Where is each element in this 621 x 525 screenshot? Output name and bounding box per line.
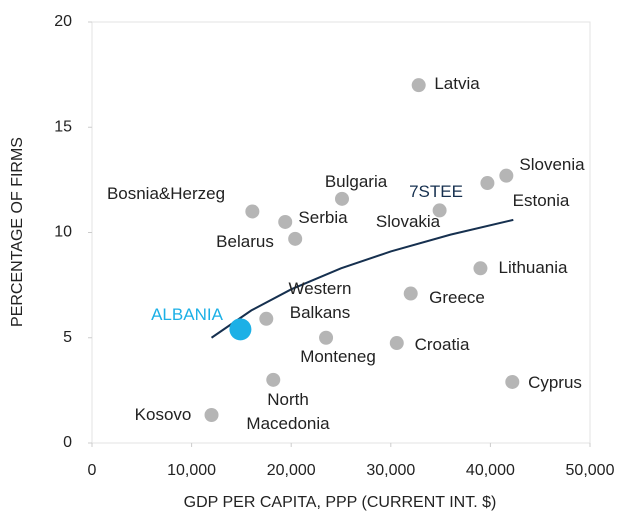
y-tick-label: 0	[63, 434, 72, 451]
point	[278, 214, 293, 229]
point	[288, 231, 303, 246]
point-label: ALBANIA	[151, 305, 223, 324]
point	[259, 311, 274, 326]
point-label: Bosnia&Herzeg	[106, 184, 226, 203]
x-axis-label: GDP PER CAPITA, PPP (CURRENT INT. $)	[184, 494, 497, 511]
x-tick-label: 0	[88, 462, 97, 479]
trend-line	[210, 218, 514, 339]
point	[204, 408, 219, 423]
point-label: Kosovo	[134, 405, 192, 424]
point	[411, 78, 426, 93]
y-tick-label: 5	[63, 329, 72, 346]
point	[266, 372, 281, 387]
y-tick-label: 20	[54, 13, 72, 30]
point-label: North Macedonia	[246, 390, 330, 433]
point	[389, 336, 404, 351]
point-label: Cyprus	[528, 373, 582, 392]
point	[432, 203, 447, 218]
point	[319, 330, 334, 345]
point-label: Lithuania	[498, 258, 568, 277]
x-tick-label: 50,000	[566, 462, 615, 479]
point	[499, 168, 514, 183]
x-tick-label: 40,000	[466, 462, 515, 479]
y-tick-label: 15	[54, 118, 72, 135]
point	[229, 318, 252, 341]
point-label: Bulgaria	[324, 172, 388, 191]
point-label: Croatia	[414, 335, 470, 354]
y-axis-label: PERCENTAGE OF FIRMS	[9, 137, 26, 327]
point-label: Monteneg	[300, 347, 376, 366]
x-tick-label: 20,000	[267, 462, 316, 479]
point	[245, 204, 260, 219]
point-label: Slovakia	[375, 212, 441, 231]
x-tick-label: 10,000	[167, 462, 216, 479]
point-label: Slovenia	[519, 155, 585, 174]
x-tick-label: 30,000	[366, 462, 415, 479]
point-label: Estonia	[512, 191, 570, 210]
annotation: 7STEE	[409, 182, 463, 201]
point-label: Western Balkans	[288, 279, 352, 322]
point	[403, 286, 418, 301]
y-tick-label: 10	[54, 224, 72, 241]
point-label: Greece	[429, 288, 485, 307]
point	[480, 176, 495, 191]
point-label: Latvia	[434, 74, 480, 93]
point	[505, 374, 520, 389]
point	[473, 261, 488, 276]
point-label: Belarus	[216, 232, 274, 251]
point-label: Serbia	[298, 208, 348, 227]
point	[334, 191, 349, 206]
